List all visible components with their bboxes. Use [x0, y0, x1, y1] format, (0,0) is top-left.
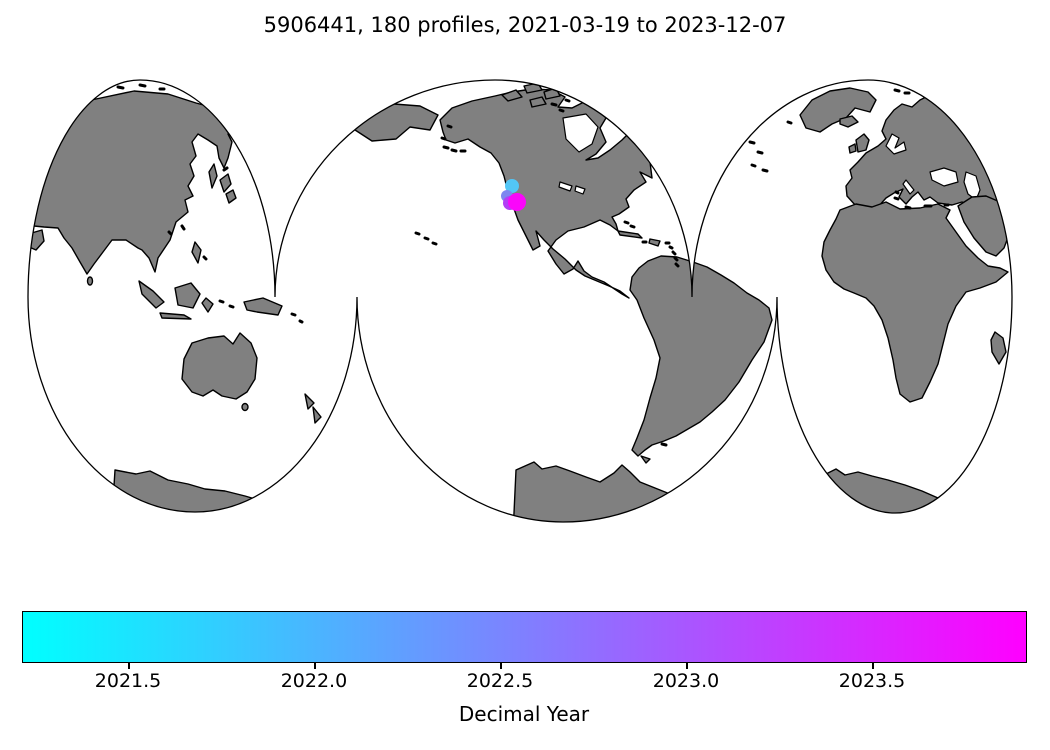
landmass-asia	[28, 90, 237, 275]
profile-point	[508, 193, 526, 211]
island-new-zealand-north	[304, 393, 315, 410]
island-tierra-del-fuego	[640, 455, 651, 464]
island-philippines	[191, 241, 202, 264]
colorbar-tick	[872, 663, 874, 669]
island-madagascar	[990, 331, 1007, 365]
colorbar-tick	[313, 663, 316, 669]
lobe-americas	[351, 80, 773, 522]
great-lakes-west	[558, 181, 573, 192]
small-islands-left	[116, 83, 304, 324]
island-hispaniola	[648, 238, 661, 247]
hudson-bay	[562, 113, 599, 153]
island-japan-north	[219, 173, 232, 193]
arctic-islands-4	[529, 96, 547, 108]
colorbar-tick-label: 2023.0	[652, 670, 720, 692]
island-great-britain	[855, 133, 870, 153]
colorbar-tick-label: 2022.0	[280, 670, 348, 692]
island-sulawesi	[201, 297, 214, 313]
island-java	[159, 312, 192, 320]
profile-point	[505, 179, 519, 193]
landmass-antarctica-middle	[511, 461, 707, 522]
colorbar-label: Decimal Year	[458, 702, 590, 726]
landmass-arabia-edge	[28, 229, 45, 251]
adriatic-sea	[902, 179, 915, 195]
landmass-north-america	[439, 88, 653, 299]
island-cuba	[617, 230, 643, 239]
colorbar-tick-label: 2021.5	[94, 670, 162, 692]
island-tasmania	[241, 402, 249, 412]
landmass-greenland	[799, 87, 877, 133]
landmass-africa	[821, 201, 1009, 403]
baltic-sea	[885, 133, 907, 155]
black-sea	[929, 167, 959, 187]
island-sri-lanka	[86, 276, 94, 286]
island-japan-south	[225, 189, 237, 204]
island-borneo	[174, 282, 201, 309]
projection-boundary	[27, 79, 1013, 523]
figure-title: 5906441, 180 profiles, 2021-03-19 to 202…	[263, 13, 787, 37]
lobe-asia-australia	[28, 83, 322, 512]
island-iceland	[839, 115, 859, 128]
colorbar-tick	[686, 663, 688, 669]
colorbar-tick-label: 2022.5	[466, 670, 534, 692]
landmass-australia	[181, 332, 258, 400]
island-sakhalin	[208, 163, 218, 189]
arctic-islands-1	[501, 89, 523, 102]
profile-scatter-points	[501, 179, 526, 211]
island-new-guinea	[243, 297, 283, 316]
landmass-antarctica-right	[813, 468, 963, 513]
colorbar	[22, 611, 1027, 663]
colorbar-tick-label: 2023.5	[838, 670, 906, 692]
colorbar-tick	[499, 663, 502, 669]
colorbar-tick	[128, 663, 130, 669]
great-lakes-east	[574, 185, 586, 195]
landmass-antarctica-left	[109, 469, 295, 512]
island-new-zealand-south	[312, 406, 322, 424]
island-sumatra	[138, 280, 165, 309]
island-ireland	[848, 143, 857, 154]
